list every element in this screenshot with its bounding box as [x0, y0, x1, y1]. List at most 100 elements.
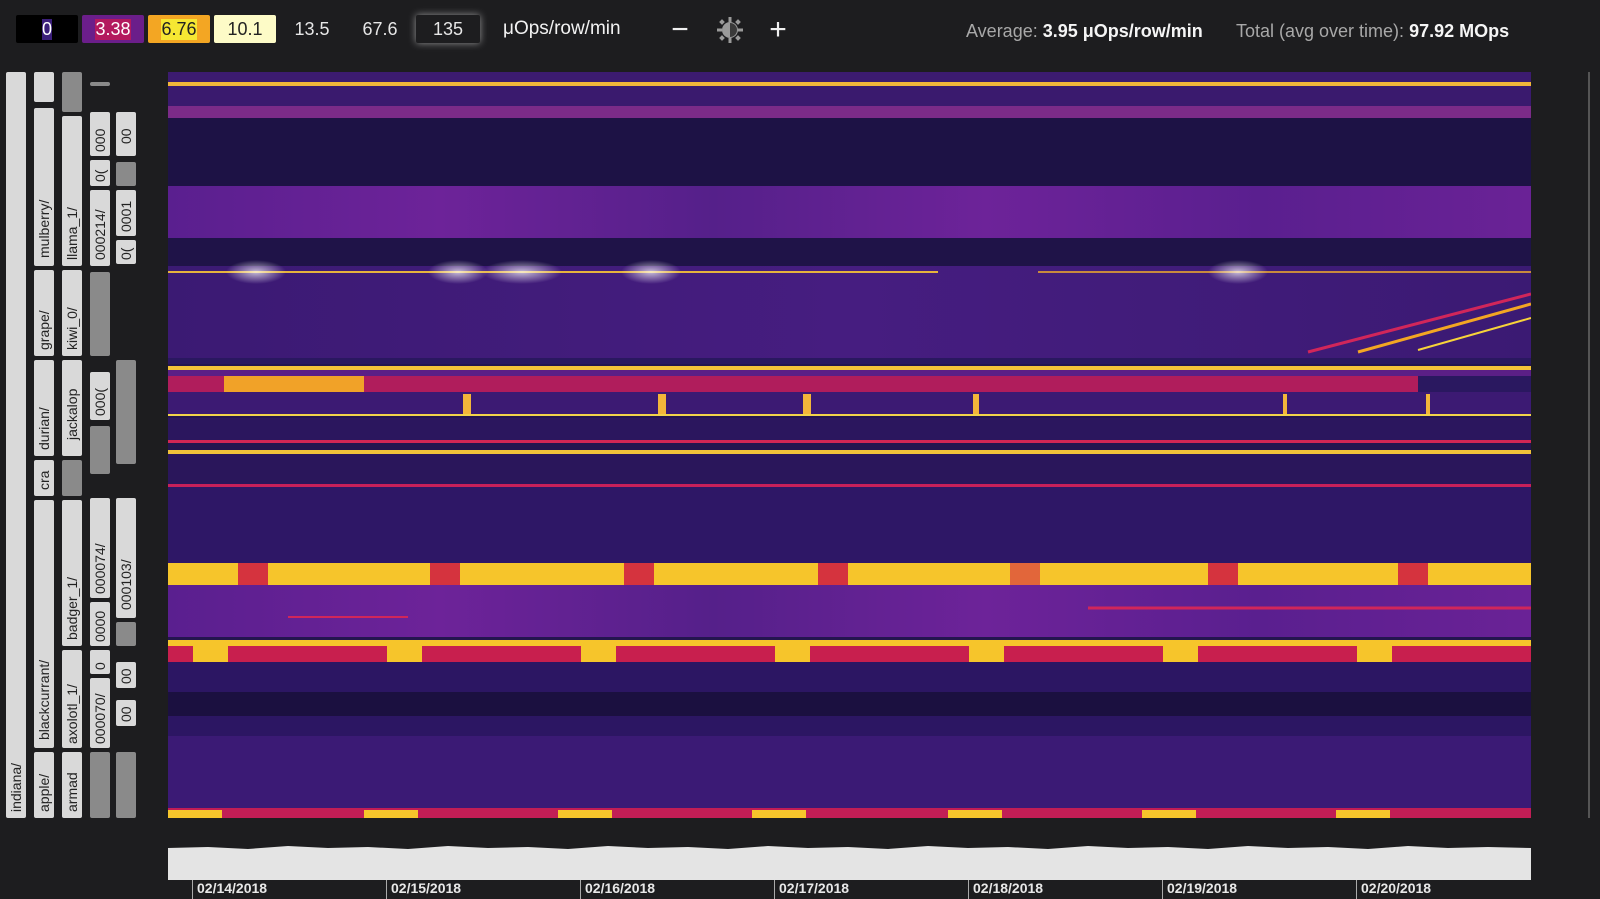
- heat-band: [168, 585, 1531, 637]
- key-axolotl[interactable]: axolotl_1/: [62, 650, 82, 748]
- legend-stop-label: 3.38: [95, 18, 131, 40]
- key-0[interactable]: 0(: [90, 160, 110, 186]
- date-tick: 02/18/2018: [968, 880, 1043, 899]
- heat-tick: [463, 394, 471, 414]
- key-indiana[interactable]: indiana/: [6, 72, 26, 818]
- key-segment[interactable]: [62, 460, 82, 496]
- key-label: apple/: [36, 773, 52, 812]
- key-0-c[interactable]: 0(: [116, 240, 136, 264]
- key-kiwi[interactable]: kiwi_0/: [62, 270, 82, 356]
- key-000074[interactable]: 000074/: [90, 498, 110, 598]
- legend-stop-label: 0: [41, 18, 52, 40]
- key-segment[interactable]: [116, 752, 136, 818]
- heat-hotspot: [1142, 810, 1196, 818]
- legend-stop-4[interactable]: 13.5: [280, 15, 344, 43]
- legend-stop-label: 67.6: [362, 18, 398, 39]
- key-segment[interactable]: [62, 72, 82, 112]
- zoom-out-button[interactable]: −: [666, 13, 694, 46]
- key-000070[interactable]: 000070/: [90, 678, 110, 748]
- heat-band: [168, 392, 1531, 414]
- heat-band: [168, 450, 1531, 454]
- color-legend: 0 3.38 6.76 10.1 13.5 67.6 135: [16, 15, 480, 43]
- key-grape[interactable]: grape/: [34, 270, 54, 356]
- key-000[interactable]: 000: [90, 112, 110, 156]
- key-label: durian/: [36, 407, 52, 450]
- heat-band: [168, 366, 1531, 370]
- heat-hotspot: [224, 376, 364, 392]
- key-00[interactable]: 00: [116, 112, 136, 156]
- key-000-b[interactable]: 000(: [90, 372, 110, 420]
- key-segment[interactable]: [116, 162, 136, 186]
- key-label: 00: [118, 668, 134, 684]
- key-label: badger_1/: [64, 576, 80, 640]
- key-0000[interactable]: 0000: [90, 602, 110, 646]
- heat-band: [168, 238, 1531, 266]
- legend-stop-1[interactable]: 3.38: [82, 15, 144, 43]
- highlight-glow: [621, 260, 681, 284]
- heat-hotspot: [1398, 563, 1428, 585]
- heat-band: [168, 640, 1531, 646]
- overview-area-chart[interactable]: [168, 842, 1531, 880]
- heat-band: [168, 808, 1531, 818]
- key-mulberry[interactable]: mulberry/: [34, 108, 54, 266]
- heat-band: [168, 86, 1531, 106]
- key-label: 000074/: [92, 543, 108, 594]
- key-cra[interactable]: cra: [34, 460, 54, 496]
- key-label: 000: [92, 128, 108, 152]
- heat-band: [1418, 376, 1531, 392]
- brightness-button[interactable]: [716, 16, 744, 44]
- heat-band: [168, 82, 1531, 86]
- key-00-b[interactable]: 00: [116, 662, 136, 688]
- key-armad[interactable]: armad: [62, 752, 82, 818]
- key-0-b[interactable]: 0: [90, 650, 110, 674]
- key-llama[interactable]: llama_1/: [62, 116, 82, 266]
- legend-stop-label: 6.76: [161, 18, 197, 40]
- total-label: Total (avg over time):: [1236, 21, 1405, 41]
- key-label: 000214/: [92, 209, 108, 260]
- zoom-in-button[interactable]: +: [764, 13, 792, 46]
- heatmap[interactable]: [168, 72, 1531, 818]
- key-segment[interactable]: [90, 752, 110, 818]
- legend-stop-3[interactable]: 10.1: [214, 15, 276, 43]
- key-000214[interactable]: 000214/: [90, 190, 110, 266]
- key-durian[interactable]: durian/: [34, 360, 54, 456]
- heat-band: [168, 716, 1531, 736]
- heat-band: [168, 418, 1531, 440]
- toolbar: 0 3.38 6.76 10.1 13.5 67.6 135 μOps/row/…: [0, 0, 1600, 64]
- heat-hotspot: [387, 646, 422, 662]
- heat-band: [168, 376, 1531, 392]
- key-label: indiana/: [8, 762, 24, 812]
- heat-band: [168, 370, 1531, 376]
- key-apple[interactable]: apple/: [34, 752, 54, 818]
- average-label: Average:: [966, 21, 1038, 41]
- scrollbar[interactable]: [1588, 72, 1590, 818]
- key-00-c[interactable]: 00: [116, 700, 136, 726]
- key-badger[interactable]: badger_1/: [62, 500, 82, 646]
- key-000103[interactable]: 000103/: [116, 498, 136, 618]
- key-segment[interactable]: [90, 82, 110, 86]
- key-segment[interactable]: [90, 272, 110, 356]
- legend-stop-2[interactable]: 6.76: [148, 15, 210, 43]
- key-segment[interactable]: [116, 360, 136, 464]
- key-segment[interactable]: [116, 622, 136, 646]
- key-segment[interactable]: [90, 426, 110, 474]
- key-label: axolotl_1/: [64, 684, 80, 744]
- heat-band: [168, 118, 1531, 186]
- legend-stop-6[interactable]: 135: [416, 15, 480, 43]
- key-label: grape/: [36, 310, 52, 350]
- date-axis: 02/14/2018 02/15/2018 02/16/2018 02/17/2…: [168, 880, 1531, 899]
- key-jackalop[interactable]: jackalop: [62, 360, 82, 456]
- key-blackcurrant[interactable]: blackcurrant/: [34, 500, 54, 748]
- legend-stop-0[interactable]: 0: [16, 15, 78, 43]
- heat-band: [168, 440, 1531, 443]
- heat-band: [168, 563, 1531, 585]
- key-segment[interactable]: [34, 72, 54, 102]
- legend-stop-5[interactable]: 67.6: [348, 15, 412, 43]
- heat-band: [168, 186, 1531, 238]
- heat-line: [1417, 317, 1531, 351]
- key-0001[interactable]: 0001: [116, 190, 136, 236]
- legend-stop-label: 10.1: [227, 18, 263, 39]
- legend-unit: μOps/row/min: [503, 18, 621, 39]
- plus-icon: +: [769, 13, 787, 46]
- key-label: 00: [118, 706, 134, 722]
